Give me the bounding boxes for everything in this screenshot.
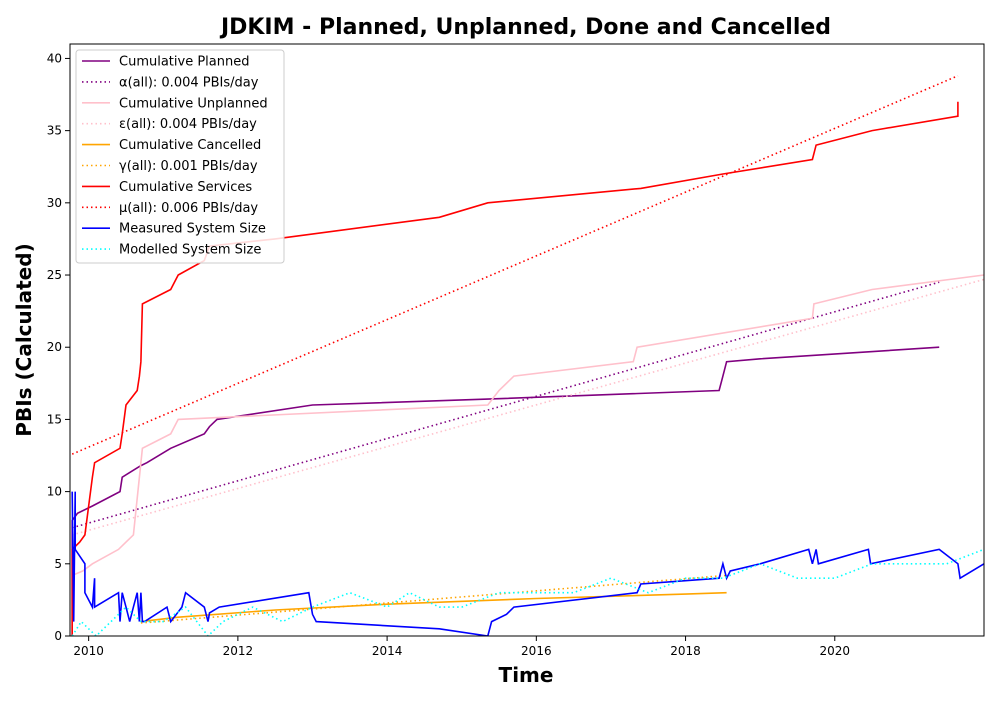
- legend-label: α(all): 0.004 PBIs/day: [119, 75, 259, 90]
- x-tick-label: 2016: [521, 644, 552, 658]
- y-tick-label: 20: [47, 340, 62, 354]
- legend-box: [75, 49, 285, 264]
- plot-area: [71, 75, 984, 636]
- x-tick-label: 2010: [73, 644, 104, 658]
- y-tick-label: 25: [47, 268, 62, 282]
- legend-label: μ(all): 0.006 PBIs/day: [119, 201, 258, 216]
- series-line-measured-system-size: [71, 491, 984, 636]
- series-line-all-0-004-pbis-day: [71, 278, 984, 536]
- x-tick-label: 2014: [372, 644, 403, 658]
- series-line-cumulative-planned: [71, 346, 940, 636]
- legend-label: Measured System Size: [119, 222, 266, 237]
- y-axis-label: PBIs (Calculated): [12, 243, 36, 436]
- y-tick-label: 40: [47, 51, 62, 65]
- legend-label: γ(all): 0.001 PBIs/day: [119, 159, 258, 174]
- legend: Cumulative Planned α(all): 0.004 PBIs/day…: [75, 49, 285, 264]
- y-tick-label: 10: [47, 485, 62, 499]
- legend-label: Cumulative Services: [119, 180, 252, 195]
- legend-label: Cumulative Unplanned: [119, 96, 268, 111]
- y-tick-label: 0: [54, 629, 62, 643]
- x-axis: 2010 2012 2014 2016 2018 2020: [73, 636, 850, 658]
- series-line-cumulative-cancelled: [140, 591, 727, 623]
- series-line-all-0-006-pbis-day: [71, 75, 959, 455]
- y-tick-label: 30: [47, 196, 62, 210]
- x-tick-label: 2012: [223, 644, 254, 658]
- legend-label: ε(all): 0.004 PBIs/day: [119, 117, 257, 132]
- series-line-all-0-004-pbis-day: [71, 281, 940, 529]
- plot-frame: [69, 43, 985, 637]
- x-tick-label: 2018: [670, 644, 701, 658]
- chart-title: JDKIM - Planned, Unplanned, Done and Can…: [219, 15, 831, 40]
- y-tick-label: 35: [47, 124, 62, 138]
- series-line-cumulative-services: [71, 101, 959, 636]
- y-axis: 0 5 10 15 20 25 30 35 40: [47, 51, 70, 643]
- x-axis-label: Time: [499, 663, 554, 687]
- legend-label: Cumulative Cancelled: [119, 138, 261, 153]
- series-line-cumulative-unplanned: [71, 274, 984, 636]
- legend-label: Cumulative Planned: [119, 55, 249, 70]
- y-tick-label: 5: [54, 557, 62, 571]
- legend-label: Modelled System Size: [119, 243, 261, 258]
- series-line-modelled-system-size: [71, 548, 984, 636]
- y-tick-label: 15: [47, 412, 62, 426]
- series-line-all-0-001-pbis-day: [140, 574, 727, 624]
- x-tick-label: 2020: [820, 644, 851, 658]
